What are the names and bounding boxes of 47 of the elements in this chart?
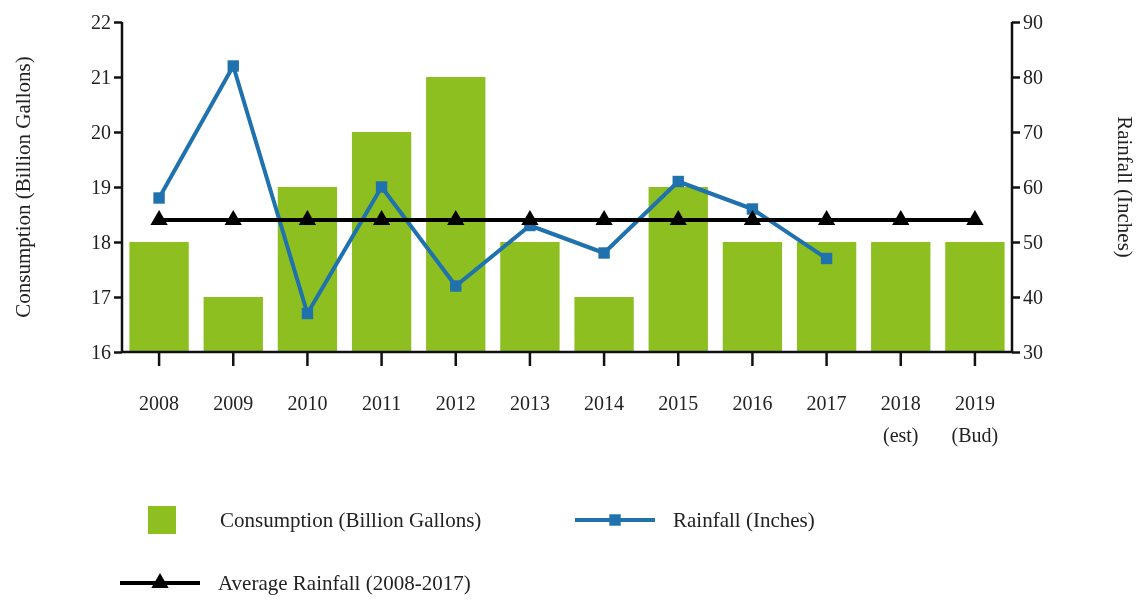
- point: [743, 210, 762, 225]
- x-tick-label: 2009: [213, 392, 254, 414]
- x-tick-label: 2018 (est): [880, 392, 921, 447]
- point: [817, 210, 836, 225]
- x-tick-label: 2010: [287, 392, 328, 414]
- y2-tick-label: 30: [1023, 340, 1043, 363]
- x-tick-label: 2019 (Bud): [951, 392, 999, 447]
- y-axis-title: Consumption (Billion Gallons): [11, 56, 35, 318]
- point: [447, 210, 465, 225]
- y-tick-label: 21: [91, 65, 111, 88]
- y-tick-label: 20: [91, 120, 111, 143]
- point: [892, 210, 910, 225]
- legend-label: Average Rainfall (2008-2017): [218, 571, 471, 595]
- point: [153, 192, 165, 204]
- x-tick-label: 2016: [732, 392, 773, 414]
- x-tick-label: 2014: [584, 392, 625, 414]
- point: [375, 181, 388, 193]
- y2-axis-title: Rainfall (Inches): [1113, 116, 1137, 258]
- y2-tick-label: 90: [1023, 10, 1043, 33]
- legend-label: Rainfall (Inches): [673, 508, 815, 532]
- point: [298, 210, 317, 225]
- point: [672, 175, 684, 188]
- y2-tick-label: 70: [1023, 120, 1043, 143]
- point: [227, 60, 239, 72]
- point: [669, 210, 687, 225]
- point: [521, 210, 539, 225]
- y2-tick-label: 60: [1023, 175, 1043, 198]
- y-tick-label: 18: [91, 230, 111, 253]
- y2-tick-label: 80: [1023, 65, 1043, 88]
- y2-tick-label: 40: [1023, 285, 1043, 308]
- point: [966, 210, 984, 225]
- point: [595, 210, 613, 225]
- y-tick-label: 19: [91, 175, 111, 198]
- x-tick-label: 2013: [509, 392, 550, 414]
- y2-tick-label: 50: [1023, 230, 1043, 253]
- legend-label: Consumption (Billion Gallons): [220, 508, 482, 532]
- y-tick-label: 17: [91, 285, 111, 308]
- x-tick-label: 2015: [658, 392, 699, 414]
- x-tick-label: 2012: [435, 392, 476, 414]
- x-tick-label: 2011: [361, 392, 402, 414]
- y-tick-label: 16: [91, 340, 111, 363]
- y-tick-label: 22: [91, 10, 111, 33]
- point: [150, 210, 168, 225]
- x-tick-label: 2017: [806, 392, 847, 414]
- point: [372, 210, 391, 225]
- point: [224, 210, 242, 225]
- x-tick-label: 2008: [139, 392, 180, 414]
